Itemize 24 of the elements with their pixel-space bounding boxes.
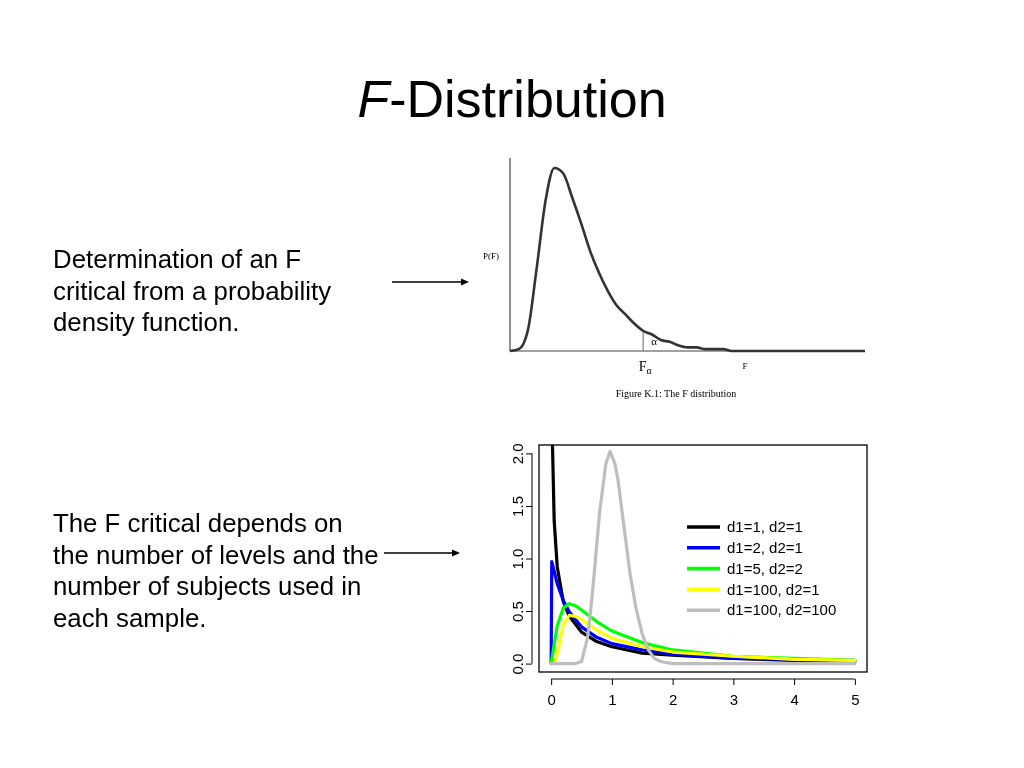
text: F$_{α}$ bbox=[638, 359, 652, 376]
text: Figure K.1: The F distribution bbox=[615, 388, 737, 399]
x-tick-label: 3 bbox=[729, 690, 739, 708]
text: Determination of an F critical from a probability density function. bbox=[53, 245, 332, 336]
y-tick-label: 1.0 bbox=[509, 548, 527, 570]
x-axis-title: F bbox=[742, 361, 748, 371]
y-tick-label: 1.5 bbox=[509, 496, 527, 517]
legend-label: d1=100, d2=1 bbox=[727, 580, 820, 598]
text: F-Distribution bbox=[357, 70, 667, 128]
y-axis-title: P(F) bbox=[483, 251, 500, 261]
annotation: α bbox=[651, 335, 658, 347]
text: The F critical depends on the number of levels and the number of subjects used in each sample. bbox=[53, 509, 379, 632]
x-tick-label: 4 bbox=[790, 690, 799, 708]
y-tick-label: 2.0 bbox=[509, 443, 527, 465]
x-tick-label: 2 bbox=[668, 690, 678, 708]
y-tick-label: 0.5 bbox=[509, 601, 527, 622]
x-tick-label: 1 bbox=[608, 690, 617, 708]
x-tick-label: 5 bbox=[851, 690, 860, 708]
legend-label: d1=100, d2=100 bbox=[727, 601, 837, 619]
legend-label: d1=2, d2=1 bbox=[727, 539, 803, 557]
legend-label: d1=5, d2=2 bbox=[727, 559, 803, 577]
x-tick-label: 0 bbox=[547, 690, 556, 708]
y-tick-label: 0.0 bbox=[509, 653, 527, 675]
legend-label: d1=1, d2=1 bbox=[727, 518, 803, 536]
